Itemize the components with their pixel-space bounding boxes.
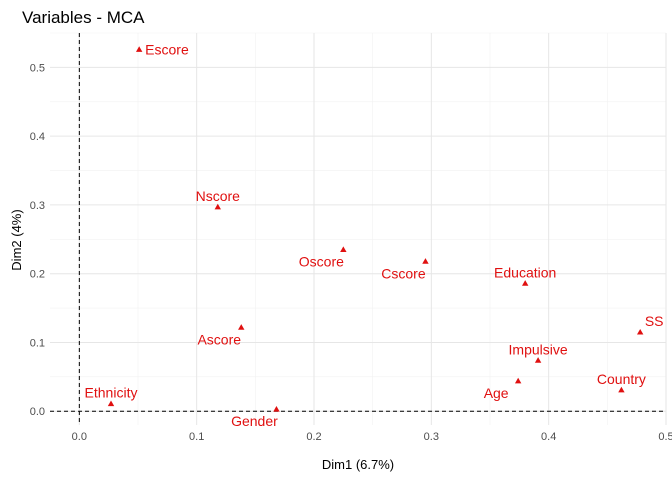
label-ss: SS xyxy=(645,313,664,329)
point-impulsive xyxy=(534,357,542,363)
y-tick-label: 0.5 xyxy=(30,62,45,74)
point-oscore xyxy=(340,246,347,253)
label-impulsive: Impulsive xyxy=(509,341,568,357)
y-tick-label: 0.4 xyxy=(30,131,45,143)
y-tick-label: 0.3 xyxy=(30,200,45,212)
y-tick-labels: 0.0 0.1 0.2 0.3 0.4 0.5 xyxy=(30,62,45,418)
point-nscore xyxy=(214,203,221,210)
point-age xyxy=(514,377,522,384)
label-age: Age xyxy=(484,385,509,401)
x-tick-label: 0.4 xyxy=(541,431,556,443)
label-gender: Gender xyxy=(231,413,278,429)
point-ethnicity xyxy=(107,400,115,407)
label-ethnicity: Ethnicity xyxy=(85,385,138,401)
chart-title: Variables - MCA xyxy=(22,8,145,27)
point-education xyxy=(522,280,529,286)
label-education: Education xyxy=(494,264,556,280)
x-axis-title: Dim1 (6.7%) xyxy=(322,457,394,472)
x-tick-label: 0.5 xyxy=(658,431,672,443)
x-tick-label: 0.3 xyxy=(424,431,439,443)
point-ascore xyxy=(238,324,245,330)
x-tick-labels: 0.0 0.1 0.2 0.3 0.4 0.5 xyxy=(72,431,672,443)
label-oscore: Oscore xyxy=(299,254,344,270)
x-tick-label: 0.0 xyxy=(72,431,87,443)
label-nscore: Nscore xyxy=(196,188,241,204)
grid xyxy=(50,32,667,425)
y-tick-label: 0.2 xyxy=(30,269,45,281)
label-country: Country xyxy=(597,371,646,387)
x-tick-label: 0.2 xyxy=(306,431,321,443)
point-cscore xyxy=(422,258,429,264)
point-escore xyxy=(135,46,143,52)
y-tick-label: 0.1 xyxy=(30,337,45,349)
x-tick-label: 0.1 xyxy=(189,431,204,443)
y-tick-label: 0.0 xyxy=(30,406,45,418)
label-ascore: Ascore xyxy=(197,331,241,347)
point-gender xyxy=(273,405,280,412)
reference-lines xyxy=(50,33,666,425)
label-cscore: Cscore xyxy=(381,265,426,281)
data-points xyxy=(107,46,644,412)
y-axis-title: Dim2 (4%) xyxy=(9,209,24,270)
point-labels: Escore Nscore Oscore Cscore Education Ascore S… xyxy=(85,42,664,430)
label-escore: Escore xyxy=(145,42,189,58)
point-country xyxy=(618,386,625,393)
point-ss xyxy=(636,328,644,335)
